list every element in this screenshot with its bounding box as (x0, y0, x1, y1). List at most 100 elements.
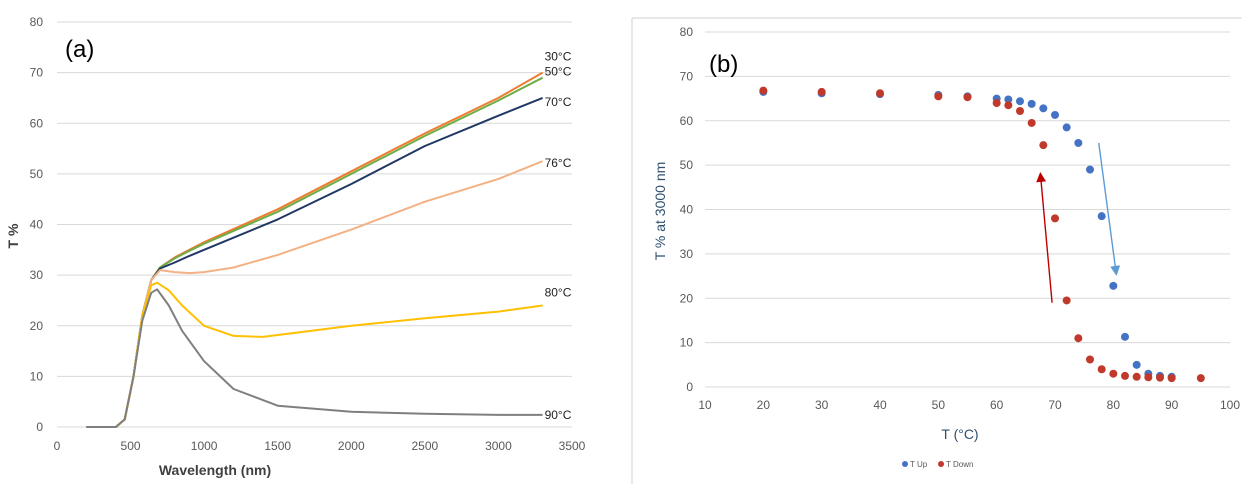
chart-a-y-tick-label: 40 (30, 218, 44, 232)
chart-b-x-tick-label: 30 (815, 398, 829, 412)
chart-b-y-tick-label: 50 (680, 158, 694, 172)
chart-a-series-line-50-c (86, 76, 544, 428)
chart-b-point-t-down (1062, 296, 1071, 305)
chart-a: 0 10 20 30 40 50 60 70 80 0 500 1000 1500 2000 2500 30… (5, 15, 586, 478)
chart-b-x-tick-label: 50 (932, 398, 946, 412)
chart-b-gridlines (705, 31, 1230, 388)
chart-b-x-tick-label: 40 (873, 398, 887, 412)
chart-b-point-t-down (1027, 118, 1036, 127)
chart-b-x-tick-label: 70 (1048, 398, 1062, 412)
chart-a-y-tick-label: 60 (30, 116, 44, 130)
chart-a-series-label-70-c: 70°C (545, 95, 572, 109)
chart-b-point-t-down (1086, 355, 1094, 364)
chart-b-x-tick-label: 80 (1107, 398, 1121, 412)
chart-a-x-tick-label: 0 (54, 439, 61, 453)
chart-b-series (759, 86, 1205, 383)
chart-b-y-tick-label: 80 (680, 25, 694, 39)
chart-a-series-labels: 30°C50°C 70°C 76°C 80°C 90°C (545, 50, 572, 422)
chart-a-x-tick-labels: 0 500 1000 1500 2000 2500 3000 3500 (54, 439, 586, 453)
chart-b-y-tick-label: 70 (680, 69, 694, 83)
chart-b-arrow-heating (1098, 142, 1121, 276)
chart-b-y-tick-label: 30 (680, 247, 694, 261)
chart-b-x-axis-title: T (°C) (941, 426, 978, 442)
chart-b-legend-label-t-up: T Up (910, 460, 928, 469)
chart-b-x-tick-label: 20 (757, 398, 771, 412)
chart-a-series-line-80-c (86, 281, 543, 428)
chart-b-point-t-down (759, 86, 768, 95)
chart-a-x-tick-label: 1000 (191, 439, 218, 453)
chart-a-x-axis-title: Wavelength (nm) (159, 462, 271, 478)
chart-b-series-t-down (759, 86, 1205, 383)
chart-b-point-t-down (934, 92, 943, 101)
chart-a-y-tick-label: 30 (30, 268, 44, 282)
chart-a-y-tick-label: 50 (30, 167, 44, 181)
chart-b-x-tick-label: 60 (990, 398, 1004, 412)
chart-b-point-t-down (1196, 374, 1205, 383)
chart-b-y-tick-label: 10 (680, 336, 694, 350)
chart-a-y-tick-label: 10 (30, 369, 44, 383)
chart-a-y-tick-label: 20 (30, 319, 44, 333)
chart-b-x-tick-label: 10 (698, 398, 712, 412)
chart-a-y-axis-title: T % (5, 223, 21, 248)
chart-b-point-t-down (1144, 373, 1153, 382)
chart-b-y-tick-label: 0 (686, 380, 693, 394)
chart-b-x-tick-label: 90 (1165, 398, 1179, 412)
chart-a-x-tick-label: 2500 (412, 439, 439, 453)
chart-b-point-t-up (1027, 99, 1036, 108)
chart-b-point-t-down (817, 87, 826, 96)
chart-b-arrow-cooling (1036, 172, 1053, 303)
chart-b-y-tick-labels: 0 10 20 30 40 50 60 70 80 (680, 25, 694, 394)
chart-b-point-t-up (1109, 281, 1118, 290)
chart-a-series-line-70-c (86, 96, 543, 428)
chart-b-point-t-down (1051, 214, 1059, 223)
chart-a-y-tick-labels: 0 10 20 30 40 50 60 70 80 (30, 15, 44, 434)
chart-b-point-t-down (1132, 372, 1141, 381)
chart-b-x-tick-label: 100 (1220, 398, 1240, 412)
chart-b-y-tick-label: 60 (680, 114, 694, 128)
chart-b-point-t-up (1121, 332, 1129, 341)
chart-b-point-t-down (1016, 106, 1024, 115)
chart-a-y-tick-label: 0 (36, 420, 43, 434)
chart-b-legend-marker-t-down (938, 461, 944, 467)
chart-a-series-label-90-c: 90°C (545, 408, 572, 422)
chart-b-point-t-down (1109, 369, 1118, 378)
chart-a-y-tick-label: 80 (30, 15, 44, 29)
chart-b-y-tick-label: 40 (680, 203, 694, 217)
chart-a-y-tick-label: 70 (30, 66, 44, 80)
chart-b-panel-label: (b) (709, 51, 738, 78)
chart-b-legend-label-t-down: T Down (946, 460, 973, 469)
chart-b-point-t-up (1062, 123, 1071, 132)
chart-a-x-tick-label: 2000 (338, 439, 365, 453)
chart-b-point-t-down (1156, 373, 1164, 382)
chart-a-series-label-76-c: 76°C (545, 156, 572, 170)
chart-b-point-t-down (1074, 334, 1083, 343)
chart-b-point-t-up (1074, 138, 1083, 147)
chart-b-point-t-down (876, 89, 884, 98)
chart-a-series-line-90-c (86, 288, 543, 428)
chart-b-point-t-down (1167, 374, 1176, 383)
chart-b-point-t-down (1097, 365, 1106, 374)
chart-b-x-tick-labels: 10 20 30 40 50 60 70 80 90 100 (698, 398, 1240, 412)
chart-a-x-tick-label: 1500 (264, 439, 291, 453)
chart-b-point-t-up (1097, 212, 1106, 221)
chart-a-x-tick-label: 3000 (485, 439, 512, 453)
chart-a-series-label-30-c: 30°C (545, 50, 572, 64)
chart-b-point-t-down (1039, 141, 1048, 150)
chart-b-point-t-down (1004, 101, 1013, 110)
chart-b-point-t-up (1004, 95, 1013, 104)
chart-b-point-t-up (1086, 165, 1094, 174)
chart-b-legend-marker-t-up (902, 461, 908, 467)
chart-a-series-label-50-c: 50°C (545, 65, 572, 79)
chart-b-legend: T Up T Down (902, 460, 973, 469)
chart-b-y-tick-label: 20 (680, 291, 694, 305)
chart-b-arrows (1036, 142, 1121, 303)
chart-b-point-t-down (963, 93, 972, 102)
chart-a-x-tick-label: 500 (121, 439, 141, 453)
chart-a-series-label-80-c: 80°C (545, 286, 572, 300)
chart-b-point-t-up (1051, 110, 1059, 119)
chart-b-point-t-down (992, 99, 1001, 107)
chart-b-point-t-down (1121, 371, 1129, 380)
chart-a-panel-label: (a) (65, 36, 94, 63)
